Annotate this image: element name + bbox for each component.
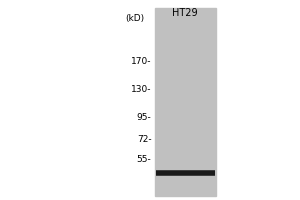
Text: 95-: 95- — [137, 114, 152, 122]
Text: HT29: HT29 — [172, 8, 197, 18]
Text: 130-: 130- — [131, 85, 152, 94]
Text: 55-: 55- — [137, 156, 152, 164]
Text: 170-: 170- — [131, 58, 152, 66]
Bar — [154, 8, 216, 196]
Text: 72-: 72- — [137, 134, 152, 144]
Text: (kD): (kD) — [125, 14, 144, 22]
